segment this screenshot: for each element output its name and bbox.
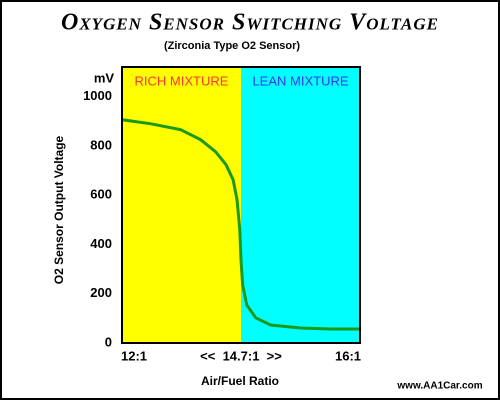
y-tick-label: 400: [90, 236, 112, 251]
source-note: www.AA1Car.com: [396, 381, 482, 392]
y-tick-label: 800: [90, 137, 112, 152]
x-tick-label: 16:1: [335, 348, 361, 363]
y-tick-label: 0: [105, 334, 112, 349]
chart-title: Oxygen Sensor Switching Voltage: [61, 10, 439, 36]
region-label: RICH MIXTURE: [135, 73, 229, 88]
region-label: LEAN MIXTURE: [252, 73, 348, 88]
chart-subtitle: (Zirconia Type O2 Sensor): [164, 40, 300, 52]
y-tick-label: 600: [90, 187, 112, 202]
x-tick-label: << 14.7:1 >>: [200, 348, 282, 363]
x-tick-label: 12:1: [121, 348, 147, 363]
plot-area: RICH MIXTURE LEAN MIXTURE 0 200 400 600 800 100…: [83, 66, 361, 363]
region: [122, 67, 241, 343]
y-tick-label: 200: [90, 285, 112, 300]
y-axis-label: O2 Sensor Output Voltage: [52, 135, 66, 284]
x-axis-label: Air/Fuel Ratio: [201, 374, 279, 388]
plot-border: [121, 66, 361, 344]
y-tick-label: 1000: [83, 88, 112, 103]
line: [121, 118, 360, 331]
y-unit: mV: [94, 70, 115, 85]
region: [241, 67, 360, 343]
